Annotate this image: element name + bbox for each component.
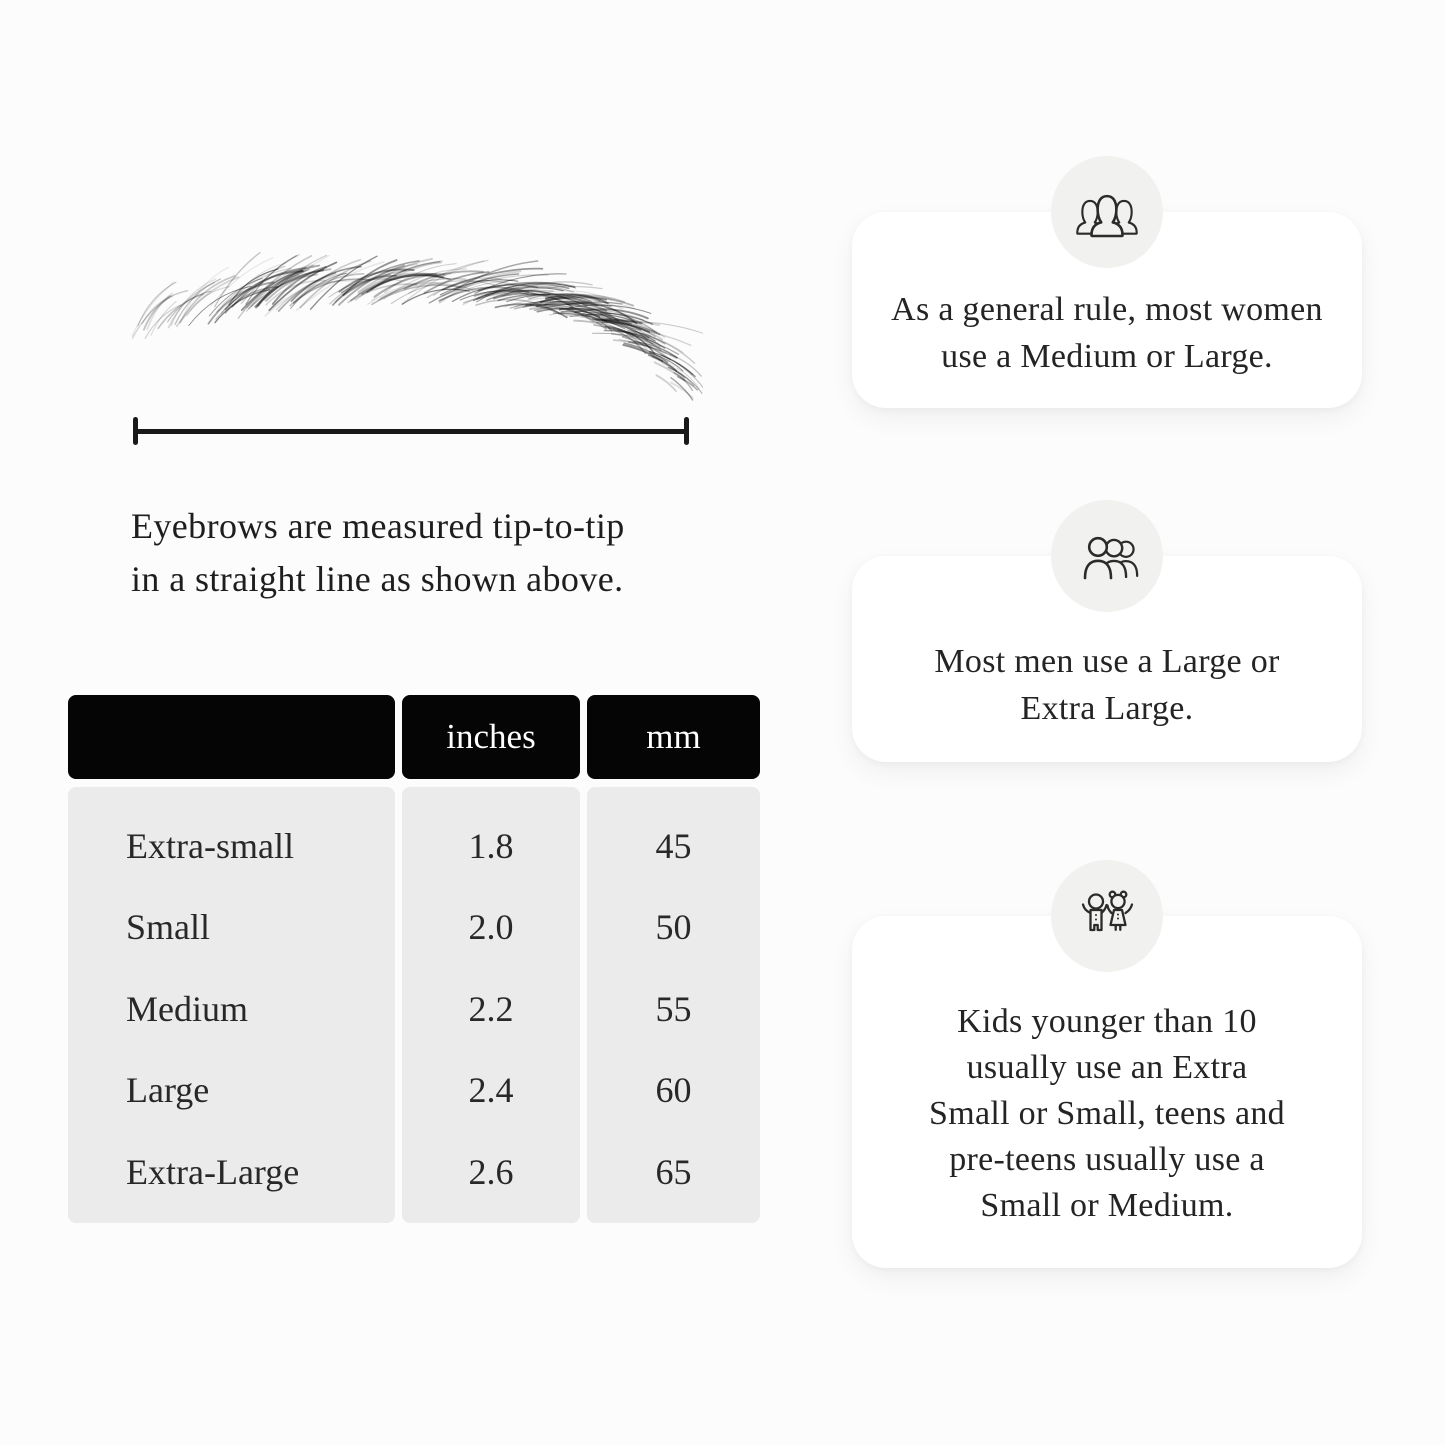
size-name-cell: Medium	[126, 988, 248, 1029]
measurement-line-bar	[133, 428, 689, 434]
inches-cell: 2.0	[468, 907, 514, 948]
mm-cell: 65	[655, 1151, 692, 1192]
caption-line: in a straight line as shown above.	[131, 559, 624, 599]
mm-cell: 50	[655, 907, 692, 948]
inches-column-header: inches	[402, 695, 580, 779]
card-text-line: Small or Small, teens and	[929, 1095, 1285, 1132]
men-group-icon	[1051, 500, 1163, 612]
size-column-header	[68, 695, 395, 779]
inches-cell: 2.4	[468, 1070, 514, 1111]
card-text-line: use a Medium or Large.	[941, 338, 1273, 375]
info-card-kids: Kids younger than 10 usually use an Extr…	[852, 860, 1362, 1268]
measurement-line	[133, 417, 689, 445]
card-text-line: As a general rule, most women	[891, 291, 1323, 328]
card-text-line: usually use an Extra	[966, 1049, 1248, 1086]
size-name-cell: Large	[126, 1070, 210, 1111]
inches-cell: 2.2	[468, 988, 514, 1029]
card-text-women: As a general rule, most women use a Medi…	[852, 212, 1362, 380]
size-name-cell: Small	[126, 907, 211, 948]
inches-cell: 1.8	[468, 825, 514, 866]
women-group-icon	[1051, 156, 1163, 268]
card-text-line: pre-teens usually use a	[949, 1141, 1265, 1178]
size-name-column: Extra-small Small Medium Large Extra-Lar…	[68, 787, 395, 1223]
info-card-women: As a general rule, most women use a Medi…	[852, 156, 1362, 408]
card-text-line: Most men use a Large or	[934, 643, 1280, 680]
info-card-men: Most men use a Large or Extra Large.	[852, 500, 1362, 762]
children-icon	[1051, 860, 1163, 972]
card-text-line: Small or Medium.	[980, 1187, 1234, 1224]
inches-column: 1.8 2.0 2.2 2.4 2.6	[402, 787, 580, 1223]
card-text-kids: Kids younger than 10 usually use an Extr…	[852, 916, 1362, 1229]
inches-cell: 2.6	[468, 1151, 514, 1192]
card-text-line: Extra Large.	[1020, 690, 1194, 727]
mm-column-header: mm	[587, 695, 760, 779]
mm-cell: 60	[655, 1070, 692, 1111]
card-text-line: Kids younger than 10	[957, 1003, 1257, 1040]
mm-cell: 45	[655, 825, 692, 866]
eyebrow-illustration	[131, 252, 703, 401]
measurement-caption: Eyebrows are measured tip-to-tip in a st…	[131, 500, 625, 606]
mm-cell: 55	[655, 988, 692, 1029]
card-text-men: Most men use a Large or Extra Large.	[852, 556, 1362, 732]
measurement-line-right-tick	[684, 417, 689, 445]
size-name-cell: Extra-Large	[126, 1151, 300, 1192]
size-name-cell: Extra-small	[126, 825, 294, 866]
caption-line: Eyebrows are measured tip-to-tip	[131, 506, 625, 546]
mm-column: 45 50 55 60 65	[587, 787, 760, 1223]
